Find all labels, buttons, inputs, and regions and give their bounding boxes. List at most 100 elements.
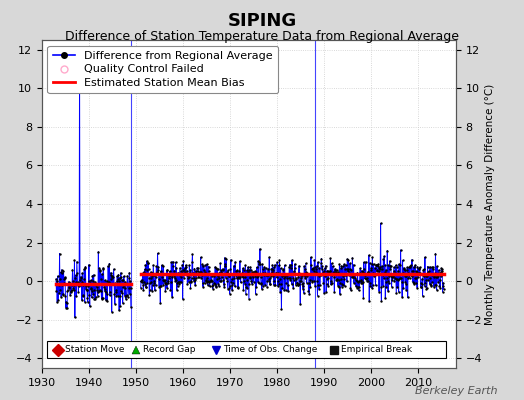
Point (54, 282, 63, 288)
Point (68, 282, 77, 288)
Point (318, 263, 326, 270)
Point (440, 286, 448, 292)
Point (184, 274, 193, 280)
Point (373, 262, 381, 268)
Point (85, 303, 94, 310)
Point (63, 286, 72, 293)
Point (345, 266, 354, 272)
Point (143, 258, 151, 264)
Point (296, 278, 304, 284)
Point (199, 284, 207, 290)
Point (418, 293, 427, 299)
Point (395, 261, 403, 267)
Point (414, 271, 422, 277)
Point (270, 262, 279, 268)
Point (107, 270, 115, 276)
Point (377, 284, 385, 290)
Point (303, 270, 311, 277)
Point (173, 280, 181, 286)
Point (172, 277, 180, 283)
Point (177, 278, 185, 285)
Point (314, 282, 322, 288)
Point (419, 266, 428, 273)
Point (250, 268, 259, 275)
Point (290, 270, 299, 276)
Point (171, 259, 180, 265)
Point (421, 254, 429, 260)
Point (216, 260, 224, 267)
Point (52, 288, 61, 294)
Point (141, 280, 149, 287)
Point (227, 257, 235, 263)
Point (181, 269, 189, 275)
Point (85, 262, 93, 268)
Point (409, 268, 417, 274)
Point (210, 272, 219, 279)
Point (294, 274, 302, 280)
Point (76, 282, 84, 288)
Point (119, 273, 128, 280)
Point (298, 273, 306, 279)
Point (400, 272, 409, 279)
Point (275, 281, 283, 287)
Point (344, 268, 352, 275)
Point (420, 273, 428, 279)
Point (343, 278, 351, 285)
Point (90, 286, 99, 293)
Point (180, 265, 189, 271)
Point (301, 274, 310, 281)
Point (151, 272, 159, 278)
Point (53, 299, 61, 305)
Point (87, 285, 95, 292)
Text: SIPING: SIPING (227, 12, 297, 30)
Point (94, 289, 102, 296)
Point (252, 291, 260, 297)
Point (387, 273, 396, 279)
Point (233, 267, 242, 274)
Point (113, 278, 121, 284)
Point (370, 272, 378, 278)
Point (255, 261, 263, 268)
Point (325, 269, 333, 276)
Point (235, 275, 244, 281)
Point (212, 265, 220, 271)
Point (211, 280, 219, 287)
Point (320, 268, 328, 274)
Point (90, 296, 98, 303)
Point (182, 262, 190, 268)
Point (179, 296, 187, 302)
Point (372, 262, 380, 268)
Point (305, 270, 314, 277)
Point (359, 294, 367, 301)
Point (263, 284, 271, 290)
Point (185, 262, 193, 268)
Point (404, 275, 412, 281)
Point (278, 273, 286, 279)
Point (111, 280, 119, 286)
Point (89, 272, 97, 279)
Point (156, 283, 164, 290)
Point (342, 266, 351, 272)
Point (420, 283, 429, 289)
Point (149, 272, 158, 278)
Point (69, 284, 78, 291)
Point (155, 271, 163, 278)
Point (94, 288, 103, 294)
Point (372, 282, 380, 288)
Point (366, 280, 375, 286)
Point (389, 273, 397, 280)
Point (169, 263, 178, 270)
Point (294, 282, 302, 288)
Point (193, 270, 201, 277)
Point (58, 282, 66, 288)
Point (363, 278, 372, 285)
Point (346, 284, 355, 291)
Point (396, 275, 405, 282)
Point (155, 284, 163, 290)
Point (207, 278, 215, 284)
Point (427, 282, 435, 289)
Point (297, 272, 305, 278)
Point (367, 267, 375, 274)
Point (380, 253, 388, 260)
Point (342, 262, 350, 268)
